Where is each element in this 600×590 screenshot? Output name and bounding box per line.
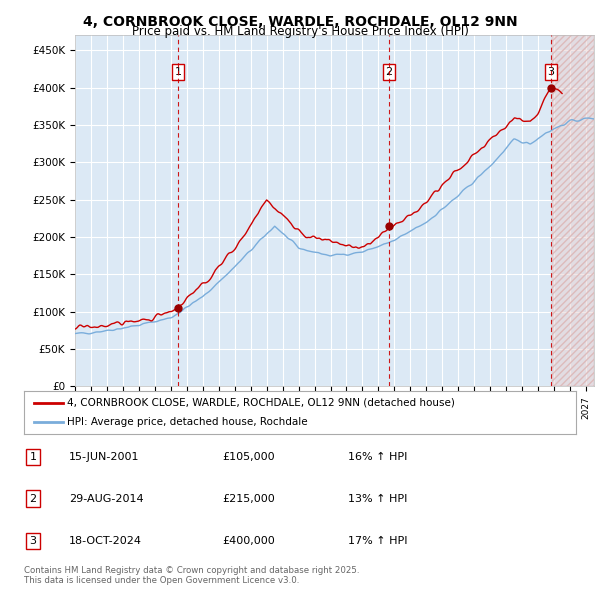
- Text: 17% ↑ HPI: 17% ↑ HPI: [348, 536, 407, 546]
- Text: £215,000: £215,000: [222, 494, 275, 503]
- Text: 16% ↑ HPI: 16% ↑ HPI: [348, 453, 407, 462]
- Bar: [551, 35, 594, 386]
- Text: 18-OCT-2024: 18-OCT-2024: [69, 536, 142, 546]
- Text: 29-AUG-2014: 29-AUG-2014: [69, 494, 143, 503]
- Text: 3: 3: [547, 67, 554, 77]
- Text: 4, CORNBROOK CLOSE, WARDLE, ROCHDALE, OL12 9NN: 4, CORNBROOK CLOSE, WARDLE, ROCHDALE, OL…: [83, 15, 517, 29]
- Text: 2: 2: [385, 67, 392, 77]
- Text: 3: 3: [29, 536, 37, 546]
- Text: HPI: Average price, detached house, Rochdale: HPI: Average price, detached house, Roch…: [67, 417, 308, 427]
- Text: £105,000: £105,000: [222, 453, 275, 462]
- Text: 4, CORNBROOK CLOSE, WARDLE, ROCHDALE, OL12 9NN (detached house): 4, CORNBROOK CLOSE, WARDLE, ROCHDALE, OL…: [67, 398, 455, 408]
- Text: Contains HM Land Registry data © Crown copyright and database right 2025.
This d: Contains HM Land Registry data © Crown c…: [24, 566, 359, 585]
- Text: Price paid vs. HM Land Registry's House Price Index (HPI): Price paid vs. HM Land Registry's House …: [131, 25, 469, 38]
- Bar: [551, 35, 594, 386]
- Text: 1: 1: [175, 67, 182, 77]
- Text: 2: 2: [29, 494, 37, 503]
- Text: 13% ↑ HPI: 13% ↑ HPI: [348, 494, 407, 503]
- Text: 1: 1: [29, 453, 37, 462]
- Text: £400,000: £400,000: [222, 536, 275, 546]
- Text: 15-JUN-2001: 15-JUN-2001: [69, 453, 139, 462]
